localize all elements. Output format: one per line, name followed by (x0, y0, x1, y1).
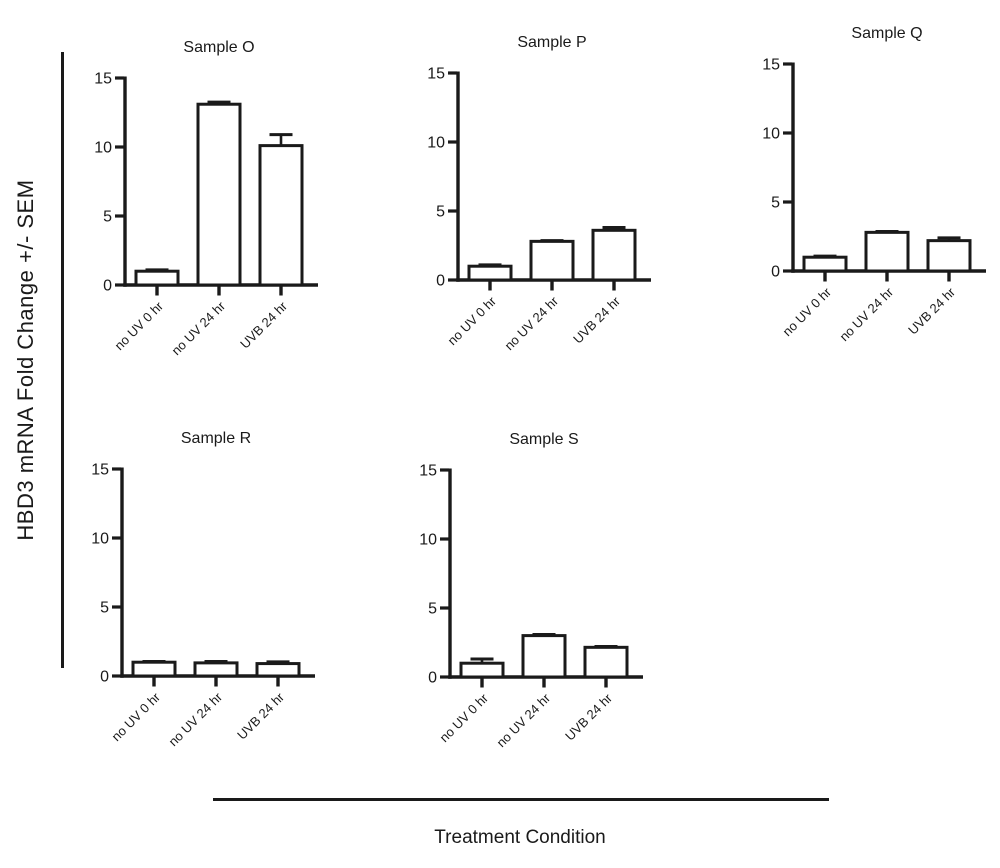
y-tick-label: 5 (103, 209, 112, 226)
x-tick-label: UVB 24 hr (237, 298, 290, 351)
x-tick-label: no UV 0 hr (780, 284, 835, 339)
chart-sample-o: Sample O 0 5 10 15 no UV 0 hr no UV 24 hr UVB 2… (94, 39, 318, 358)
x-tick-label: no UV 0 hr (109, 689, 164, 744)
chart-title: Sample S (509, 431, 578, 448)
x-tick-label: no UV 0 hr (112, 298, 167, 353)
y-tick-label: 10 (427, 135, 445, 152)
x-tick-label: UVB 24 hr (905, 284, 958, 337)
x-tick-label: UVB 24 hr (562, 690, 615, 743)
bar-no-uv-24-hr (529, 239, 575, 282)
bar-no-uv-24-hr (193, 661, 239, 678)
y-axis-label: HBD3 mRNA Fold Change +/- SEM (13, 179, 38, 541)
bar-uvb-24-hr (591, 228, 637, 282)
x-tick-label: no UV 0 hr (445, 293, 500, 348)
chart-title: Sample Q (851, 25, 922, 42)
y-tick-label: 0 (100, 669, 109, 686)
bar-uvb-24-hr (258, 144, 304, 287)
x-tick-label: UVB 24 hr (234, 689, 287, 742)
bar-no-uv-0-hr (802, 255, 848, 273)
chart-title: Sample R (181, 430, 251, 447)
y-tick-label: 0 (428, 670, 437, 687)
bar-no-uv-0-hr (131, 660, 177, 678)
chart-sample-q: Sample Q 0 5 10 15 no UV 0 hr no UV 24 hr UVB 2… (762, 25, 986, 344)
x-tick-label: UVB 24 hr (570, 293, 623, 346)
x-axis-label: Treatment Condition (434, 827, 606, 848)
bar-no-uv-0-hr (459, 661, 505, 679)
bar-no-uv-24-hr (864, 230, 910, 273)
y-tick-label: 5 (771, 195, 780, 212)
y-tick-label: 0 (103, 278, 112, 295)
y-axis-bracket-line (61, 52, 64, 668)
bar-uvb-24-hr (255, 662, 301, 678)
bar-no-uv-0-hr (134, 269, 180, 287)
y-tick-label: 5 (436, 204, 445, 221)
x-tick-label: no UV 24 hr (165, 689, 225, 749)
x-tick-label: no UV 0 hr (437, 690, 492, 745)
y-tick-label: 5 (100, 600, 109, 617)
bar-no-uv-0-hr (467, 264, 513, 282)
y-tick-label: 15 (94, 71, 112, 88)
bar-uvb-24-hr (926, 239, 972, 273)
y-tick-label: 10 (419, 532, 437, 549)
y-tick-label: 15 (762, 57, 780, 74)
chart-sample-p: Sample P 0 5 10 15 no UV 0 hr no UV 24 hr UVB 2… (427, 34, 651, 353)
y-tick-label: 0 (436, 273, 445, 290)
chart-title: Sample O (183, 39, 254, 56)
y-tick-label: 15 (419, 463, 437, 480)
bar-uvb-24-hr (583, 645, 629, 679)
bar-no-uv-24-hr (521, 634, 567, 679)
x-tick-label: no UV 24 hr (501, 293, 561, 353)
chart-title: Sample P (517, 34, 586, 51)
y-tick-label: 10 (91, 531, 109, 548)
y-tick-label: 10 (94, 140, 112, 157)
y-tick-label: 0 (771, 264, 780, 281)
y-tick-label: 15 (427, 66, 445, 83)
y-tick-label: 10 (762, 126, 780, 143)
bar-no-uv-24-hr (196, 102, 242, 287)
x-tick-label: no UV 24 hr (493, 690, 553, 750)
y-tick-label: 15 (91, 462, 109, 479)
y-tick-label: 5 (428, 601, 437, 618)
x-axis-bracket-line (213, 798, 829, 801)
x-tick-label: no UV 24 hr (836, 284, 896, 344)
x-tick-label: no UV 24 hr (168, 298, 228, 358)
chart-sample-r: Sample R 0 5 10 15 no UV 0 hr no UV 24 hr UVB 2… (91, 430, 315, 749)
chart-sample-s: Sample S 0 5 10 15 no UV 0 hr no UV 24 hr UVB 2… (419, 431, 643, 750)
